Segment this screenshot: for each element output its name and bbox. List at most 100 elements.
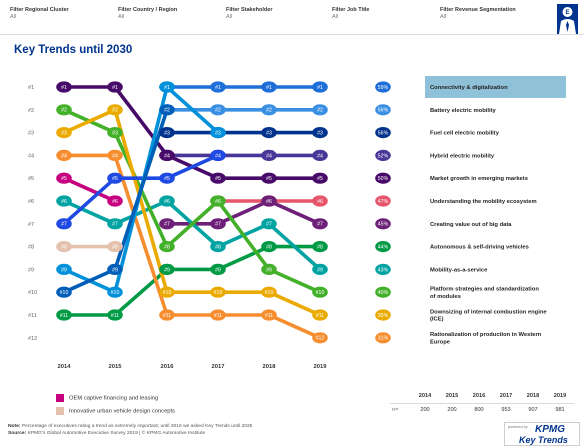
rank-marker <box>210 81 226 93</box>
filter-country-region[interactable]: Filter Country / Region All <box>118 7 177 21</box>
filter-value[interactable]: All <box>226 14 233 20</box>
x-tick-label: 2019 <box>314 364 328 370</box>
filter-value[interactable]: All <box>10 14 17 20</box>
rank-marker <box>210 218 226 230</box>
rank-marker <box>312 195 328 207</box>
rank-marker-label: #11 <box>214 313 222 319</box>
user-avatar-icon[interactable]: E <box>557 4 578 34</box>
rank-marker-label: #11 <box>163 313 171 319</box>
percentage-label: 50% <box>378 176 389 182</box>
rank-marker <box>107 104 123 116</box>
rank-marker <box>261 309 277 321</box>
rank-marker-label: #7 <box>266 222 272 228</box>
rank-marker <box>210 286 226 298</box>
percentage-label: 35% <box>378 313 389 319</box>
percentage-marker <box>375 104 391 116</box>
rank-marker <box>107 149 123 161</box>
logo-brand: KPMG <box>535 424 565 435</box>
trend-label: Market growth in emerging markets <box>430 176 528 182</box>
rank-marker <box>107 263 123 275</box>
rank-marker-label: #8 <box>61 245 67 251</box>
rank-marker <box>56 263 72 275</box>
filter-value[interactable]: All <box>118 14 125 20</box>
rank-marker <box>210 104 226 116</box>
year-header: 2019 <box>553 393 567 399</box>
filter-stakeholder[interactable]: Filter Stakeholder All <box>226 7 272 21</box>
rank-marker <box>261 172 277 184</box>
rank-marker-label: #3 <box>164 131 170 137</box>
rank-marker <box>312 104 328 116</box>
trend-label: Fuel cell electric mobility <box>430 131 500 137</box>
note-label: Note: <box>8 424 21 429</box>
rank-marker <box>312 127 328 139</box>
rank-marker-label: #8 <box>266 245 272 251</box>
y-tick-label: #1 <box>28 85 34 91</box>
rank-marker-label: #10 <box>316 290 325 296</box>
percentage-label: 56% <box>378 108 389 114</box>
rank-marker <box>107 218 123 230</box>
rank-marker-label: #3 <box>215 131 221 137</box>
rank-marker <box>159 104 175 116</box>
rank-marker-label: #2 <box>112 108 118 114</box>
trend-label: Rationalization of production in Western… <box>430 332 542 345</box>
table-cell: 200 <box>447 407 457 413</box>
rank-marker-label: #2 <box>61 108 67 114</box>
rank-marker-label: #2 <box>164 108 170 114</box>
percentage-label: 59% <box>378 85 389 91</box>
rank-marker-label: #8 <box>112 245 118 251</box>
rank-marker <box>159 127 175 139</box>
rank-marker <box>210 172 226 184</box>
rank-marker-label: #9 <box>164 267 170 273</box>
series-markers: #1 #1 #1 #1 #2 #2 #2 #2 #3 #3 #3 #3 #4 #4 #4 #4 #1 #1 #4 #5… <box>56 81 328 344</box>
rank-marker-label: #2 <box>266 108 272 114</box>
y-tick-label: #12 <box>28 336 37 342</box>
filter-regional-cluster[interactable]: Filter Regional Cluster All <box>10 7 69 21</box>
rank-marker-label: #2 <box>317 108 323 114</box>
rank-marker <box>107 127 123 139</box>
rank-marker <box>56 286 72 298</box>
rank-marker <box>107 195 123 207</box>
rank-marker <box>159 81 175 93</box>
row-label: n= <box>392 407 399 413</box>
percentage-marker <box>375 332 391 344</box>
rank-marker <box>56 172 72 184</box>
rank-marker <box>107 81 123 93</box>
rank-marker <box>56 195 72 207</box>
year-header: 2018 <box>526 393 540 399</box>
footnote: Note: Percentage of executives rating a … <box>8 424 252 437</box>
highlight-row-background <box>425 76 566 98</box>
percentage-marker <box>375 241 391 253</box>
rank-marker <box>107 172 123 184</box>
rank-marker <box>261 218 277 230</box>
rank-marker-label: #4 <box>61 153 67 159</box>
rank-marker <box>159 218 175 230</box>
rank-marker-label: #5 <box>61 176 67 182</box>
percentage-label: 43% <box>378 267 389 273</box>
legend-label: Innovative urban vehicle design concepts <box>69 408 176 415</box>
rank-marker-label: #9 <box>266 267 272 273</box>
rank-marker <box>56 127 72 139</box>
logo-powered-by: powered by <box>508 425 528 429</box>
trend-label: Creating value out of big data <box>430 222 512 228</box>
filter-value[interactable]: All <box>332 14 339 20</box>
percentage-marker <box>375 286 391 298</box>
filter-revenue-segmentation[interactable]: Filter Revenue Segmentation All <box>440 7 516 21</box>
rank-marker-label: #1 <box>215 85 221 91</box>
rank-marker-label: #6 <box>61 199 67 205</box>
year-header: 2015 <box>445 393 459 399</box>
x-tick-label: 2017 <box>212 364 225 370</box>
percentage-marker <box>375 218 391 230</box>
filter-value[interactable]: All <box>440 14 447 20</box>
rank-marker <box>56 149 72 161</box>
trend-label: Connectivity & digitalization <box>430 85 508 91</box>
legend-label: OEM captive financing and leasing <box>69 395 159 402</box>
logo-product: Key Trends <box>519 435 568 445</box>
rank-marker-label: #1 <box>112 85 118 91</box>
rank-marker <box>210 195 226 207</box>
rank-marker-label: #7 <box>215 222 221 228</box>
kpmg-key-trends-logo[interactable]: powered by KPMG Key Trends <box>504 422 580 446</box>
legend-swatch <box>56 394 64 402</box>
x-tick-label: 2016 <box>161 364 175 370</box>
filter-job-title[interactable]: Filter Job Title All <box>332 7 370 21</box>
table-header-row: 2014 2015 2016 2017 2018 2019 <box>390 393 574 404</box>
